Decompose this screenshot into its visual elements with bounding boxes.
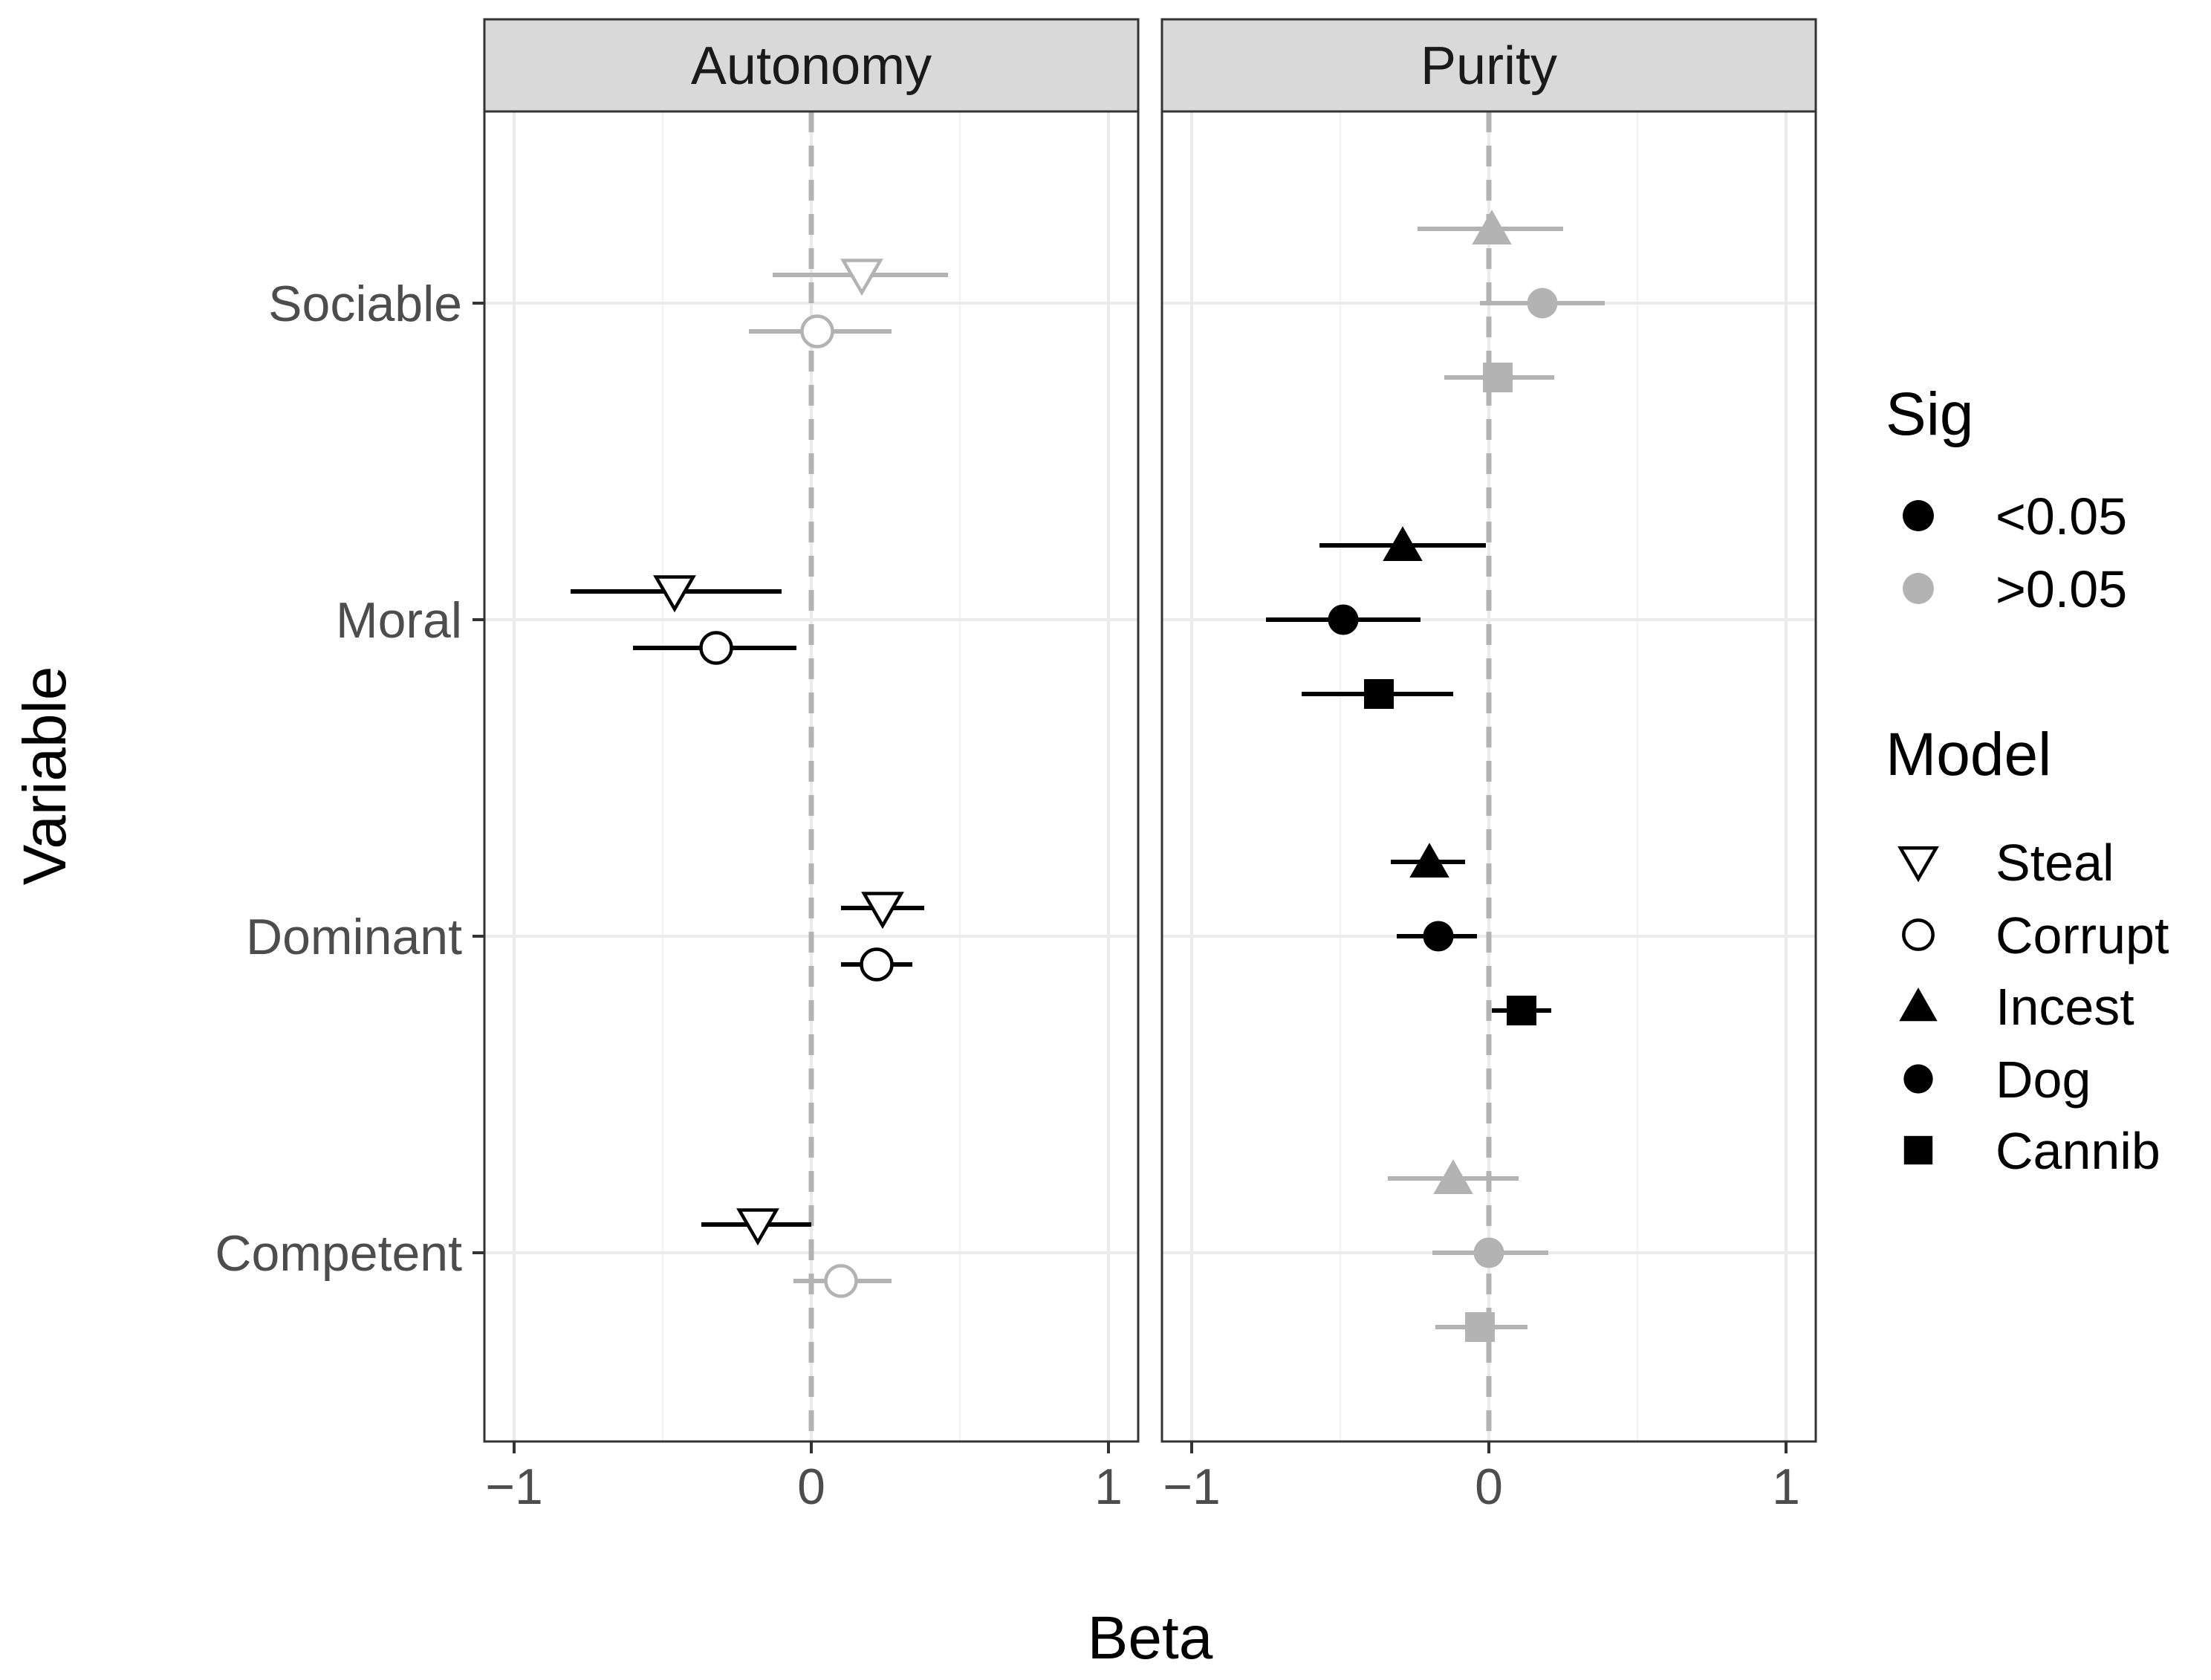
point-competent-dog xyxy=(1473,1237,1504,1268)
point-dominant-incest xyxy=(1409,843,1449,878)
point-sociable-dog xyxy=(1527,288,1558,319)
legend-key-incest xyxy=(1899,987,1938,1022)
y-tick-label-moral: Moral xyxy=(336,592,462,649)
point-sociable-corrupt xyxy=(800,314,834,348)
x-tick-label: 1 xyxy=(1094,1459,1123,1515)
y-tick-label-dominant: Dominant xyxy=(246,909,462,965)
point-moral-dog xyxy=(1328,604,1359,635)
legend-key-dog xyxy=(1903,1064,1933,1094)
point-moral-steal xyxy=(653,575,696,613)
point-sociable-cannib xyxy=(1483,363,1513,392)
legend-key-steal xyxy=(1897,846,1939,883)
point-competent-cannib xyxy=(1465,1312,1495,1342)
legend-label-sig-1: >0.05 xyxy=(1996,560,2127,618)
point-competent-incest xyxy=(1433,1159,1473,1194)
legend-label-sig-0: <0.05 xyxy=(1996,487,2127,545)
y-tick-label-sociable: Sociable xyxy=(268,276,462,332)
panel-autonomy xyxy=(483,110,1140,1443)
legend-key-sig-1 xyxy=(1903,573,1934,604)
point-dominant-dog xyxy=(1423,921,1454,952)
point-dominant-steal xyxy=(861,892,904,930)
y-tick-label-competent: Competent xyxy=(215,1225,462,1282)
x-tick-label: −1 xyxy=(1163,1459,1221,1515)
y-axis: Sociable Moral Dominant Competent xyxy=(215,276,484,1282)
x-tick-label: 1 xyxy=(1772,1459,1800,1515)
legend-label-cannib: Cannib xyxy=(1996,1122,2160,1180)
strip-purity xyxy=(1160,18,1817,113)
point-moral-incest xyxy=(1383,526,1423,561)
strip-label-autonomy: Autonomy xyxy=(691,36,932,96)
point-sociable-steal xyxy=(840,259,883,296)
x-tick-label: 0 xyxy=(1475,1459,1503,1515)
point-moral-cannib xyxy=(1364,679,1394,709)
legend-key-cannib xyxy=(1903,1135,1933,1165)
point-competent-steal xyxy=(736,1208,779,1246)
legend-title-model: Model xyxy=(1886,721,2051,788)
point-sociable-incest xyxy=(1472,210,1512,244)
legend-label-corrupt: Corrupt xyxy=(1996,907,2169,964)
x-axis: −1 0 1 −1 0 1 xyxy=(485,1441,1800,1515)
strip-label-purity: Purity xyxy=(1421,36,1557,96)
x-tick-label: −1 xyxy=(485,1459,543,1515)
point-dominant-corrupt xyxy=(860,947,894,982)
legend-title-sig: Sig xyxy=(1886,380,1974,448)
x-tick-label: 0 xyxy=(797,1459,825,1515)
legend-label-dog: Dog xyxy=(1996,1051,2091,1109)
legend-label-steal: Steal xyxy=(1996,834,2114,892)
panel-purity xyxy=(1160,110,1817,1443)
y-axis-title: Variable xyxy=(11,667,79,886)
legend-label-incest: Incest xyxy=(1996,978,2134,1036)
legend-key-sig-0 xyxy=(1903,500,1934,531)
point-moral-corrupt xyxy=(699,631,733,665)
legend: Sig Model <0.05 >0.05 Steal Corrupt Incest Do… xyxy=(1886,380,2169,1180)
point-competent-corrupt xyxy=(824,1264,858,1298)
legend-key-corrupt xyxy=(1902,918,1935,951)
x-axis-title: Beta xyxy=(1088,1604,1213,1672)
strip-autonomy xyxy=(483,18,1140,113)
point-dominant-cannib xyxy=(1507,996,1536,1025)
